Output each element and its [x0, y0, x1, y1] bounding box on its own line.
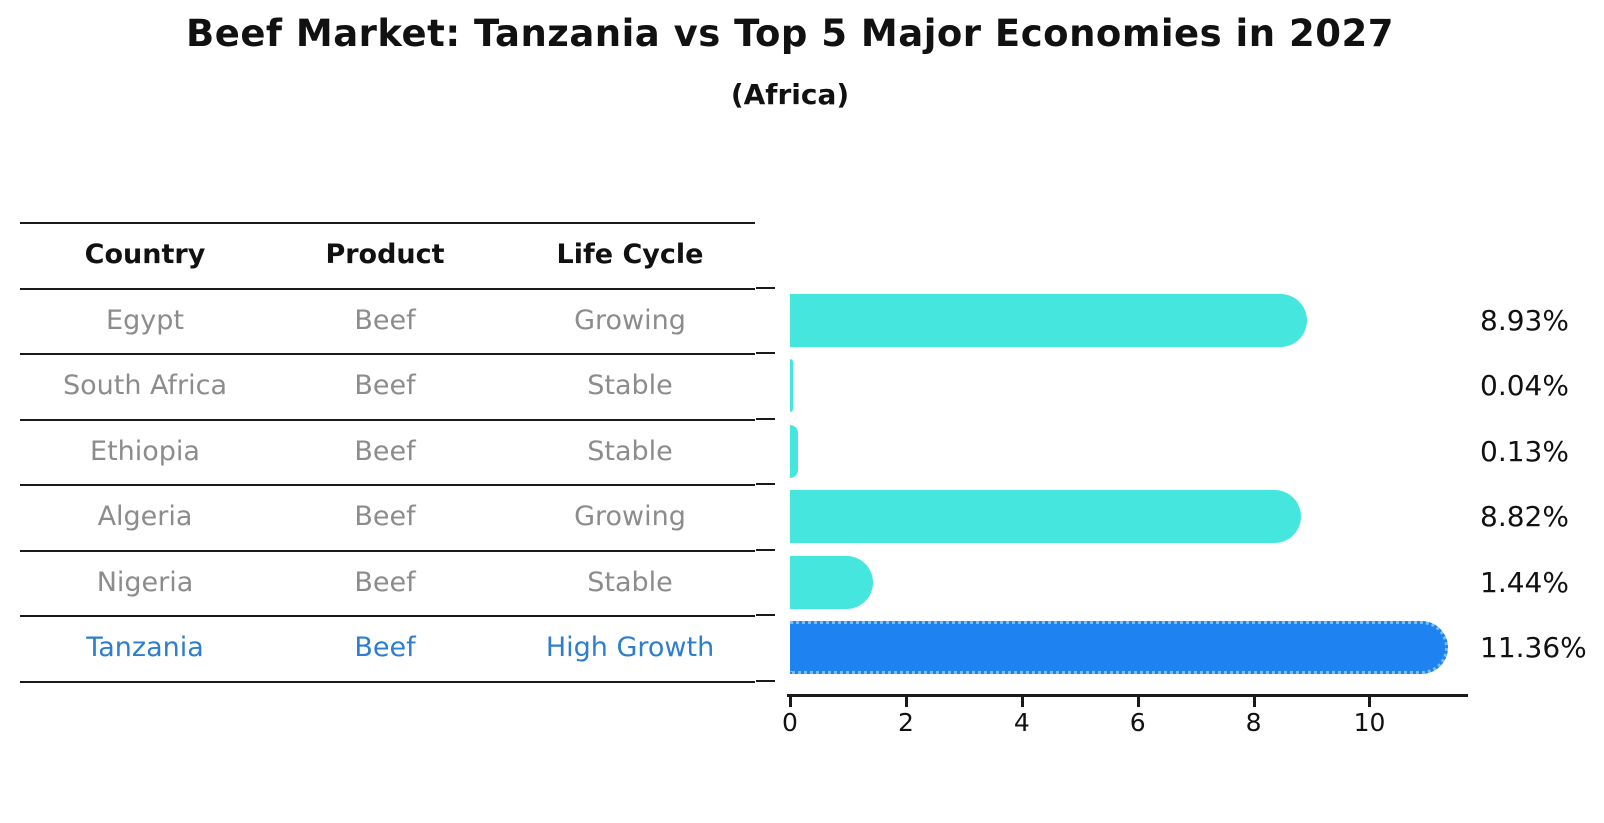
bar-nigeria: [790, 555, 874, 609]
chart-subtitle: (Africa): [730, 78, 850, 111]
row-divider: [20, 484, 755, 486]
y-tick: [756, 614, 775, 616]
x-tick-label: 4: [1013, 708, 1030, 737]
y-tick: [756, 352, 775, 354]
country-cell: South Africa: [62, 370, 228, 401]
product-cell: Beef: [354, 435, 416, 467]
x-tick-label: 0: [782, 708, 798, 737]
y-tick: [756, 548, 775, 551]
column-header-country: Country: [84, 239, 206, 270]
column-header-product: Product: [325, 239, 445, 270]
y-tick: [756, 286, 775, 289]
x-tick: [1136, 697, 1140, 707]
life-cycle-cell: Growing: [574, 304, 686, 336]
row-divider: [20, 287, 755, 290]
y-tick: [756, 483, 775, 485]
life-cycle-cell: Stable: [587, 370, 673, 401]
product-cell: Beef: [354, 304, 416, 336]
country-cell: Egypt: [106, 304, 184, 336]
country-cell: Tanzania: [86, 632, 204, 663]
row-divider: [20, 615, 755, 617]
life-cycle-cell: Growing: [574, 501, 686, 532]
bar-value-label: 0.13%: [1480, 434, 1569, 468]
country-cell: Algeria: [97, 501, 193, 532]
life-cycle-cell: High Growth: [545, 632, 715, 663]
product-cell: Beef: [354, 501, 416, 532]
x-tick-label: 2: [897, 708, 914, 737]
row-divider: [20, 549, 755, 552]
x-tick: [1020, 697, 1024, 707]
bar-egypt: [790, 293, 1308, 347]
column-header-life-cycle: Life Cycle: [556, 239, 704, 270]
x-tick-label: 6: [1129, 708, 1146, 737]
product-cell: Beef: [354, 370, 416, 401]
chart-title: Beef Market: Tanzania vs Top 5 Major Eco…: [186, 12, 1394, 55]
country-cell: Ethiopia: [90, 435, 200, 467]
row-divider: [20, 418, 755, 421]
y-tick: [756, 679, 775, 682]
bar-value-label: 11.36%: [1480, 631, 1587, 664]
x-tick: [904, 697, 908, 707]
x-axis: [787, 694, 1468, 697]
bar-value-label: 8.82%: [1480, 500, 1569, 533]
row-divider: [20, 222, 755, 224]
x-tick-label: 8: [1245, 708, 1262, 737]
row-divider: [20, 680, 755, 683]
product-cell: Beef: [354, 632, 416, 663]
x-tick: [789, 697, 792, 707]
row-divider: [20, 353, 755, 355]
y-tick: [756, 417, 775, 420]
x-tick-label: 10: [1353, 708, 1386, 737]
bar-tanzania: [790, 621, 1449, 675]
x-tick: [1368, 697, 1372, 707]
life-cycle-cell: Stable: [587, 435, 673, 467]
bar-ethiopia: [790, 424, 798, 478]
bar-value-label: 0.04%: [1480, 369, 1569, 402]
life-cycle-cell: Stable: [587, 566, 673, 598]
bar-south-africa: [790, 359, 793, 413]
bar-value-label: 8.93%: [1480, 303, 1569, 337]
bar-algeria: [790, 490, 1302, 544]
product-cell: Beef: [354, 566, 416, 598]
bar-value-label: 1.44%: [1480, 565, 1569, 599]
country-cell: Nigeria: [96, 566, 194, 598]
x-tick: [1252, 697, 1256, 707]
